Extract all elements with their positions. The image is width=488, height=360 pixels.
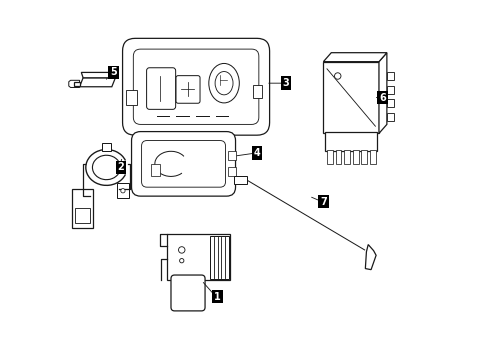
Bar (167, 234, 230, 280)
Ellipse shape (121, 189, 125, 193)
Polygon shape (81, 72, 115, 78)
Text: 4: 4 (253, 148, 260, 158)
Ellipse shape (334, 73, 340, 79)
Bar (369, 150, 375, 164)
Bar (386, 86, 393, 94)
Text: 6: 6 (378, 93, 385, 103)
Bar (325, 132, 376, 151)
Bar (151, 164, 160, 176)
FancyBboxPatch shape (171, 275, 204, 311)
Bar (361, 150, 366, 164)
Bar (323, 62, 378, 134)
Text: 5: 5 (110, 67, 117, 77)
Polygon shape (378, 53, 386, 134)
Bar (344, 150, 349, 164)
Bar (335, 150, 341, 164)
Polygon shape (74, 82, 80, 86)
Ellipse shape (179, 258, 183, 263)
Text: 7: 7 (319, 197, 326, 207)
Bar (75, 208, 90, 223)
Polygon shape (69, 80, 80, 87)
Bar (209, 235, 229, 279)
Bar (386, 72, 393, 80)
Bar (233, 176, 247, 184)
Bar (126, 90, 137, 105)
Bar (72, 189, 93, 228)
Bar (326, 150, 332, 164)
Text: 1: 1 (214, 292, 221, 302)
Polygon shape (80, 78, 115, 87)
Polygon shape (323, 53, 386, 62)
Bar (386, 113, 393, 121)
FancyBboxPatch shape (122, 39, 269, 135)
FancyBboxPatch shape (133, 49, 258, 125)
FancyBboxPatch shape (146, 68, 175, 109)
Bar (228, 151, 235, 160)
Bar (253, 85, 262, 98)
Ellipse shape (178, 247, 184, 253)
Ellipse shape (208, 63, 239, 103)
Bar (352, 150, 358, 164)
Polygon shape (365, 244, 375, 270)
Ellipse shape (215, 72, 233, 95)
Bar (386, 99, 393, 107)
FancyBboxPatch shape (176, 76, 200, 103)
Text: 2: 2 (117, 162, 124, 172)
FancyBboxPatch shape (131, 132, 235, 196)
Bar (117, 183, 128, 198)
Bar (228, 167, 235, 176)
Bar (102, 143, 110, 151)
FancyBboxPatch shape (142, 140, 225, 187)
Text: 3: 3 (282, 78, 288, 88)
